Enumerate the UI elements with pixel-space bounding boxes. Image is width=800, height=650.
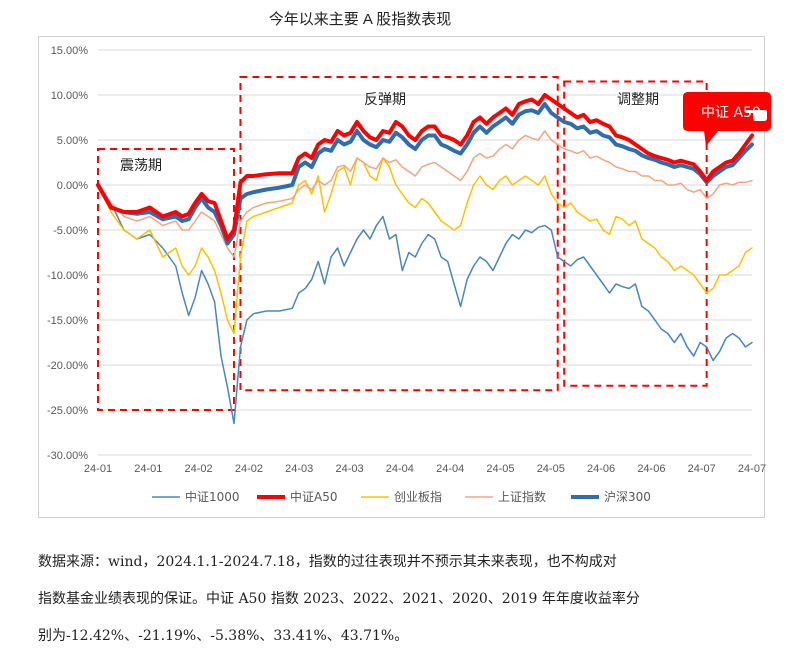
- series-line: [96, 93, 754, 241]
- x-tick-label: 24-07: [688, 463, 716, 475]
- x-tick-label: 24-05: [486, 463, 514, 475]
- legend-label: 中证A50: [290, 489, 337, 504]
- y-tick-label: 5.00%: [57, 135, 88, 147]
- y-tick-label: -10.00%: [47, 270, 88, 282]
- x-tick-label: 24-02: [185, 463, 213, 475]
- callout-label: 中证 A50: [701, 105, 761, 121]
- x-tick-label: 24-04: [436, 463, 464, 475]
- phase-box: [97, 148, 235, 411]
- y-tick-label: -15.00%: [47, 315, 88, 327]
- x-tick-label: 24-02: [235, 463, 263, 475]
- x-tick-label: 24-01: [84, 463, 112, 475]
- legend: 中证1000 中证A50 创业板指 上证指数 沪深300: [152, 489, 651, 504]
- y-tick-label: 10.00%: [51, 90, 89, 102]
- x-tick-label: 24-07: [738, 463, 766, 475]
- chart-frame: [38, 36, 765, 518]
- phase-label: 调整期: [617, 92, 659, 108]
- chart-title: 今年以来主要 A 股指数表现: [268, 11, 452, 28]
- footnote-line-3: 别为-12.42%、-21.19%、-5.38%、33.41%、43.71%。: [38, 628, 409, 644]
- phase-box: [239, 76, 559, 392]
- x-tick-label: 24-01: [134, 463, 162, 475]
- y-tick-label: -25.00%: [47, 405, 88, 417]
- series-line: [96, 102, 754, 246]
- callout-bubble: [683, 92, 771, 146]
- series-line: [97, 157, 753, 335]
- footnote-line-1: 数据来源：wind，2024.1.1-2024.7.18，指数的过往表现并不预示…: [38, 554, 617, 570]
- a50-callout[interactable]: 中证 A50: [683, 92, 771, 146]
- x-tick-label: 24-03: [335, 463, 363, 475]
- series-line: [97, 130, 753, 258]
- x-tick-label: 24-03: [285, 463, 313, 475]
- x-tick-label: 24-04: [386, 463, 414, 475]
- grid-lines: [98, 49, 752, 456]
- x-tick-label: 24-06: [637, 463, 665, 475]
- y-tick-label: 0.00%: [57, 180, 88, 192]
- legend-label: 上证指数: [498, 489, 546, 504]
- x-tick-label: 24-05: [537, 463, 565, 475]
- legend-item[interactable]: 沪深300: [571, 490, 651, 504]
- legend-item[interactable]: 中证A50: [257, 489, 337, 504]
- y-tick-label: -5.00%: [53, 225, 88, 237]
- legend-label: 创业板指: [394, 489, 442, 504]
- pointing-hand-icon: [745, 110, 767, 121]
- phase-annotations: 震荡期 反弹期 调整期: [97, 76, 708, 411]
- phase-box: [563, 80, 708, 387]
- y-tick-label: -30.00%: [47, 450, 88, 462]
- legend-item[interactable]: 创业板指: [361, 489, 442, 504]
- footnote-line-2: 指数基金业绩表现的保证。中证 A50 指数 2023、2022、2021、202…: [38, 591, 640, 607]
- legend-label: 中证1000: [185, 489, 240, 504]
- y-tick-label: 15.00%: [51, 45, 89, 57]
- series-line: [97, 184, 753, 425]
- phase-label: 反弹期: [364, 92, 406, 108]
- line-chart: 15.00% 10.00% 5.00% 0.00% -5.00% -10.00% -15.0…: [47, 45, 771, 504]
- x-tick-label: 24-06: [587, 463, 615, 475]
- series-lines: [96, 93, 754, 425]
- x-axis-ticks: 24-01 24-01 24-02 24-02 24-03 24-03 24-04 24-04…: [84, 463, 766, 475]
- phase-label: 震荡期: [120, 158, 162, 174]
- y-tick-label: -20.00%: [47, 360, 88, 372]
- legend-item[interactable]: 中证1000: [152, 489, 240, 504]
- legend-item[interactable]: 上证指数: [465, 489, 546, 504]
- legend-label: 沪深300: [604, 490, 651, 504]
- y-axis-ticks: 15.00% 10.00% 5.00% 0.00% -5.00% -10.00% -15.0…: [47, 45, 88, 462]
